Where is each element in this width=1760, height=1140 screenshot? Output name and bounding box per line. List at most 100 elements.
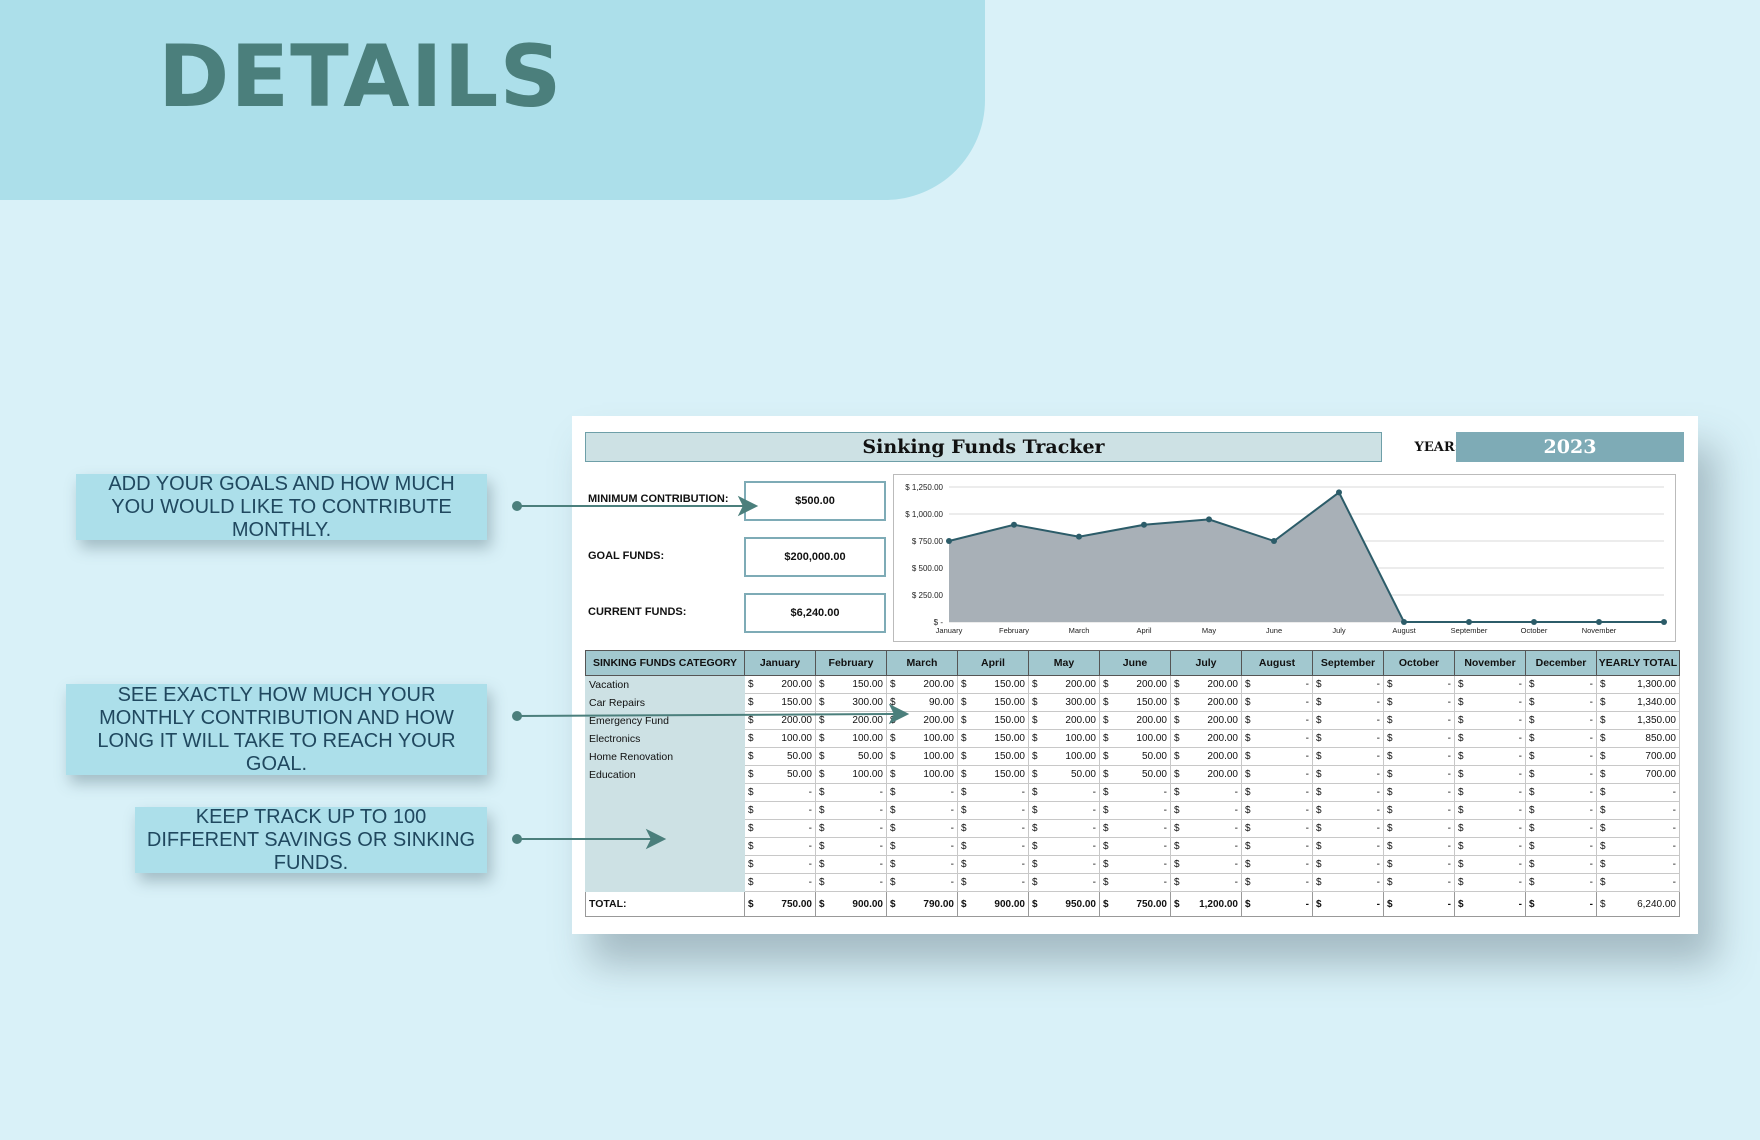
amount-cell[interactable]: $100.00: [886, 729, 958, 748]
amount-cell[interactable]: $ -: [1454, 747, 1526, 766]
amount-cell[interactable]: $ -: [1241, 693, 1313, 712]
category-cell[interactable]: [585, 801, 745, 820]
amount-cell[interactable]: $ -: [1241, 729, 1313, 748]
amount-cell[interactable]: $ -: [1241, 801, 1313, 820]
amount-cell[interactable]: $ -: [1525, 837, 1597, 856]
amount-cell[interactable]: $100.00: [815, 729, 887, 748]
amount-cell[interactable]: $200.00: [1099, 675, 1171, 694]
amount-cell[interactable]: $ -: [1312, 729, 1384, 748]
amount-cell[interactable]: $ -: [1312, 747, 1384, 766]
category-cell[interactable]: [585, 837, 745, 856]
amount-cell[interactable]: $ -: [1241, 711, 1313, 730]
amount-cell[interactable]: $ -: [1099, 837, 1171, 856]
amount-cell[interactable]: $ -: [1312, 783, 1384, 802]
amount-cell[interactable]: $150.00: [744, 693, 816, 712]
amount-cell[interactable]: $200.00: [744, 675, 816, 694]
amount-cell[interactable]: $ -: [1099, 873, 1171, 892]
amount-cell[interactable]: $ -: [744, 837, 816, 856]
amount-cell[interactable]: $ -: [1383, 711, 1455, 730]
amount-cell[interactable]: $ -: [1099, 855, 1171, 874]
amount-cell[interactable]: $ -: [1312, 693, 1384, 712]
amount-cell[interactable]: $ -: [957, 783, 1029, 802]
amount-cell[interactable]: $50.00: [744, 747, 816, 766]
amount-cell[interactable]: $ -: [1525, 801, 1597, 820]
amount-cell[interactable]: $ -: [1454, 783, 1526, 802]
amount-cell[interactable]: $ -: [1525, 693, 1597, 712]
amount-cell[interactable]: $ -: [1525, 747, 1597, 766]
amount-cell[interactable]: $200.00: [1028, 675, 1100, 694]
amount-cell[interactable]: $ -: [1383, 729, 1455, 748]
amount-cell[interactable]: $ -: [1383, 693, 1455, 712]
amount-cell[interactable]: $ -: [886, 837, 958, 856]
amount-cell[interactable]: $ -: [1454, 693, 1526, 712]
amount-cell[interactable]: $ -: [1241, 855, 1313, 874]
amount-cell[interactable]: $100.00: [1028, 729, 1100, 748]
amount-cell[interactable]: $200.00: [815, 711, 887, 730]
amount-cell[interactable]: $ -: [1383, 747, 1455, 766]
amount-cell[interactable]: $ -: [1525, 765, 1597, 784]
amount-cell[interactable]: $ -: [1383, 873, 1455, 892]
amount-cell[interactable]: $ -: [1312, 711, 1384, 730]
amount-cell[interactable]: $ -: [1383, 819, 1455, 838]
amount-cell[interactable]: $ -: [1312, 675, 1384, 694]
amount-cell[interactable]: $100.00: [886, 747, 958, 766]
amount-cell[interactable]: $200.00: [1170, 675, 1242, 694]
amount-cell[interactable]: $ -: [1383, 675, 1455, 694]
amount-cell[interactable]: $ -: [1170, 873, 1242, 892]
amount-cell[interactable]: $ -: [1099, 801, 1171, 820]
amount-cell[interactable]: $ -: [1454, 765, 1526, 784]
amount-cell[interactable]: $ -: [1312, 765, 1384, 784]
amount-cell[interactable]: $ -: [815, 855, 887, 874]
amount-cell[interactable]: $ -: [1525, 783, 1597, 802]
amount-cell[interactable]: $ -: [1454, 873, 1526, 892]
amount-cell[interactable]: $200.00: [1170, 729, 1242, 748]
amount-cell[interactable]: $ -: [1454, 855, 1526, 874]
category-cell[interactable]: Home Renovation: [585, 747, 745, 766]
amount-cell[interactable]: $ -: [1241, 873, 1313, 892]
amount-cell[interactable]: $ -: [1241, 783, 1313, 802]
amount-cell[interactable]: $90.00: [886, 693, 958, 712]
amount-cell[interactable]: $ -: [1525, 819, 1597, 838]
amount-cell[interactable]: $ -: [886, 801, 958, 820]
amount-cell[interactable]: $ -: [886, 855, 958, 874]
amount-cell[interactable]: $ -: [957, 819, 1029, 838]
amount-cell[interactable]: $ -: [744, 819, 816, 838]
amount-cell[interactable]: $ -: [1312, 801, 1384, 820]
amount-cell[interactable]: $200.00: [886, 675, 958, 694]
amount-cell[interactable]: $ -: [1454, 675, 1526, 694]
amount-cell[interactable]: $100.00: [1099, 729, 1171, 748]
amount-cell[interactable]: $200.00: [1170, 765, 1242, 784]
amount-cell[interactable]: $100.00: [815, 765, 887, 784]
amount-cell[interactable]: $ -: [1241, 819, 1313, 838]
amount-cell[interactable]: $ -: [815, 837, 887, 856]
category-cell[interactable]: Education: [585, 765, 745, 784]
amount-cell[interactable]: $200.00: [1028, 711, 1100, 730]
amount-cell[interactable]: $ -: [1241, 747, 1313, 766]
amount-cell[interactable]: $ -: [1028, 801, 1100, 820]
amount-cell[interactable]: $300.00: [1028, 693, 1100, 712]
amount-cell[interactable]: $ -: [1241, 675, 1313, 694]
amount-cell[interactable]: $ -: [1312, 873, 1384, 892]
amount-cell[interactable]: $50.00: [1099, 747, 1171, 766]
amount-cell[interactable]: $ -: [744, 873, 816, 892]
amount-cell[interactable]: $ -: [957, 873, 1029, 892]
amount-cell[interactable]: $ -: [1383, 783, 1455, 802]
amount-cell[interactable]: $ -: [886, 873, 958, 892]
amount-cell[interactable]: $ -: [1454, 801, 1526, 820]
amount-cell[interactable]: $ -: [1099, 783, 1171, 802]
amount-cell[interactable]: $ -: [957, 837, 1029, 856]
amount-cell[interactable]: $ -: [744, 783, 816, 802]
amount-cell[interactable]: $ -: [1170, 855, 1242, 874]
amount-cell[interactable]: $ -: [815, 819, 887, 838]
goal-funds-field[interactable]: $200,000.00: [744, 537, 886, 577]
amount-cell[interactable]: $ -: [1525, 729, 1597, 748]
amount-cell[interactable]: $ -: [1241, 765, 1313, 784]
amount-cell[interactable]: $150.00: [957, 693, 1029, 712]
amount-cell[interactable]: $ -: [1454, 729, 1526, 748]
amount-cell[interactable]: $50.00: [1099, 765, 1171, 784]
amount-cell[interactable]: $ -: [1525, 855, 1597, 874]
amount-cell[interactable]: $ -: [886, 783, 958, 802]
amount-cell[interactable]: $ -: [1454, 819, 1526, 838]
min-contribution-field[interactable]: $500.00: [744, 481, 886, 521]
amount-cell[interactable]: $ -: [1525, 711, 1597, 730]
